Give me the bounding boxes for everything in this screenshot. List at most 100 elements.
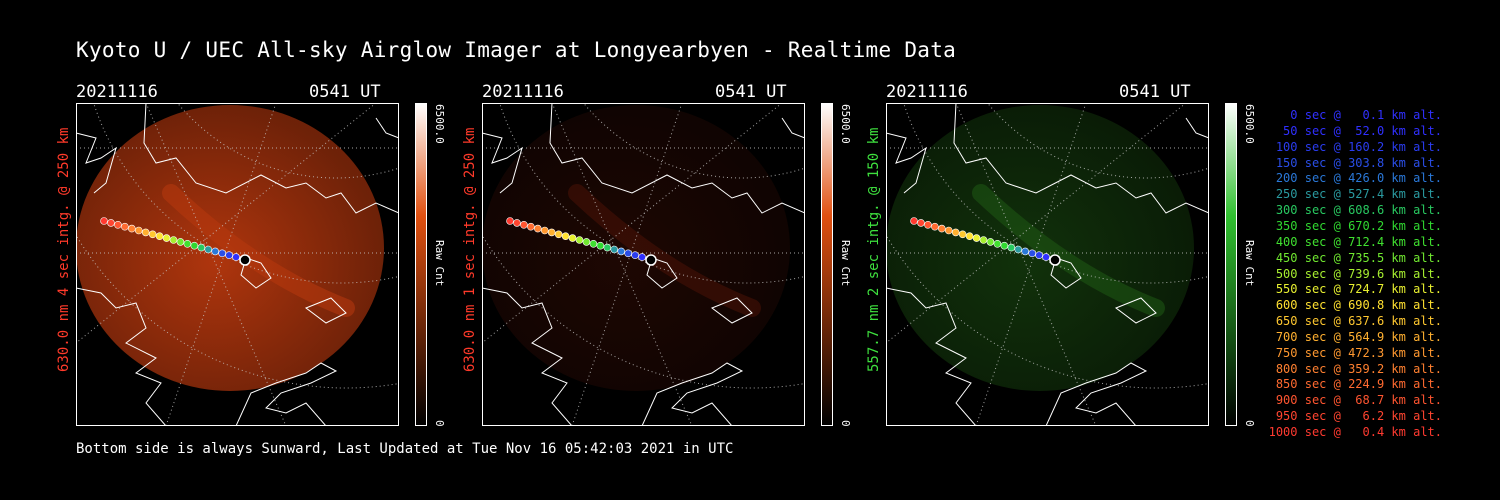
station-marker-icon [1049,254,1061,266]
trajectory-point [121,222,129,231]
trajectory-point [527,222,535,231]
legend-entry: 500 sec @ 739.6 km alt. [1268,266,1442,281]
legend-entry: 1000 sec @ 0.4 km alt. [1268,425,1442,439]
trajectory-point [197,243,206,252]
trajectory-point [533,224,542,233]
station-marker-icon [645,254,657,266]
trajectory-point [547,228,556,237]
trajectory-point [603,243,612,252]
trajectory-point [183,240,192,248]
trajectory-point [211,247,219,256]
legend-entry: 550 sec @ 724.7 km alt. [1268,282,1442,297]
trajectory-point [155,232,164,240]
trajectory-icon [100,217,251,266]
trajectory-point [1042,253,1050,261]
legend-entry: 900 sec @ 68.7 km alt. [1268,393,1442,408]
trajectory-point [596,241,605,250]
footer-note: Bottom side is always Sunward, Last Upda… [76,441,734,457]
trajectory-point [141,228,150,237]
colorbar-title: Raw Cnt [1243,240,1256,287]
legend-entry: 400 sec @ 712.4 km alt. [1268,234,1442,249]
trajectory-point [114,221,122,229]
trajectory-point [924,221,932,229]
trajectory-point [965,232,974,240]
geo-grid [76,103,399,426]
trajectory-point [513,219,521,227]
geo-grid [886,103,1209,426]
trajectory-point [1007,243,1016,252]
legend-entry: 100 sec @ 160.2 km alt. [1268,139,1442,154]
allsky-image-panel [76,103,399,426]
page-title: Kyoto U / UEC All-sky Airglow Imager at … [76,38,957,62]
trajectory-point [979,236,988,244]
trajectory-point [589,240,598,248]
colorbar-max: 6500.0 [839,104,852,144]
station-marker-icon [239,254,251,266]
trajectory-point [958,230,967,239]
trajectory-point [232,253,240,261]
colorbar-min: 0 [1243,420,1256,427]
panel-time: 0541 UT [309,82,381,102]
trajectory-point [218,249,226,258]
legend-entry: 250 sec @ 527.4 km alt. [1268,187,1442,202]
trajectory-point [1021,247,1029,256]
panel-date: 20211116 [482,82,564,102]
legend-entry: 300 sec @ 608.6 km alt. [1268,203,1442,218]
panel-wavelength-label: 557.7 nm 2 sec intg. @ 150 km [866,127,882,372]
trajectory-point [972,234,981,242]
trajectory-point [944,226,953,235]
trajectory-point [204,245,213,254]
trajectory-point [568,234,577,242]
legend-entry: 200 sec @ 426.0 km alt. [1268,171,1442,186]
legend-entry: 950 sec @ 6.2 km alt. [1268,409,1442,424]
legend-entry: 750 sec @ 472.3 km alt. [1268,345,1442,360]
trajectory-point [624,249,632,258]
trajectory-point [910,217,918,225]
legend-entry: 600 sec @ 690.8 km alt. [1268,298,1442,313]
trajectory-point [1028,249,1036,258]
colorbar-min: 0 [839,420,852,427]
colorbar [415,103,427,426]
colorbar-title: Raw Cnt [839,240,852,287]
trajectory-point [107,219,115,227]
allsky-image-panel [886,103,1209,426]
trajectory-point [100,217,108,225]
trajectory-point [225,251,233,259]
trajectory-point [937,224,946,233]
trajectory-point [610,245,619,254]
trajectory-point [617,247,625,256]
geo-grid [482,103,805,426]
colorbar [1225,103,1237,426]
colorbar-max: 6500.0 [1243,104,1256,144]
trajectory-point [148,230,157,239]
trajectory-icon [910,217,1061,266]
trajectory-point [993,240,1002,248]
trajectory-point [631,251,639,259]
legend-entry: 350 sec @ 670.2 km alt. [1268,218,1442,233]
trajectory-point [176,238,185,246]
legend-entry: 650 sec @ 637.6 km alt. [1268,314,1442,329]
panel-date: 20211116 [886,82,968,102]
coastline-icon [76,103,399,426]
trajectory-point [951,228,960,237]
trajectory-point [162,234,171,242]
legend-entry: 0 sec @ 0.1 km alt. [1268,108,1442,122]
trajectory-icon [506,217,657,266]
trajectory-point [931,222,939,231]
legend-entry: 150 sec @ 303.8 km alt. [1268,155,1442,170]
legend-entry: 800 sec @ 359.2 km alt. [1268,361,1442,376]
trajectory-point [575,236,584,244]
trajectory-point [561,232,570,240]
colorbar-max: 6500.0 [433,104,446,144]
colorbar [821,103,833,426]
colorbar-title: Raw Cnt [433,240,446,287]
coastline-icon [886,103,1209,426]
trajectory-point [190,241,199,250]
trajectory-point [506,217,514,225]
trajectory-point [1014,245,1023,254]
trajectory-point [540,226,549,235]
trajectory-point [1035,251,1043,259]
trajectory-point [1000,241,1009,250]
legend-entry: 700 sec @ 564.9 km alt. [1268,329,1442,344]
panel-time: 0541 UT [1119,82,1191,102]
